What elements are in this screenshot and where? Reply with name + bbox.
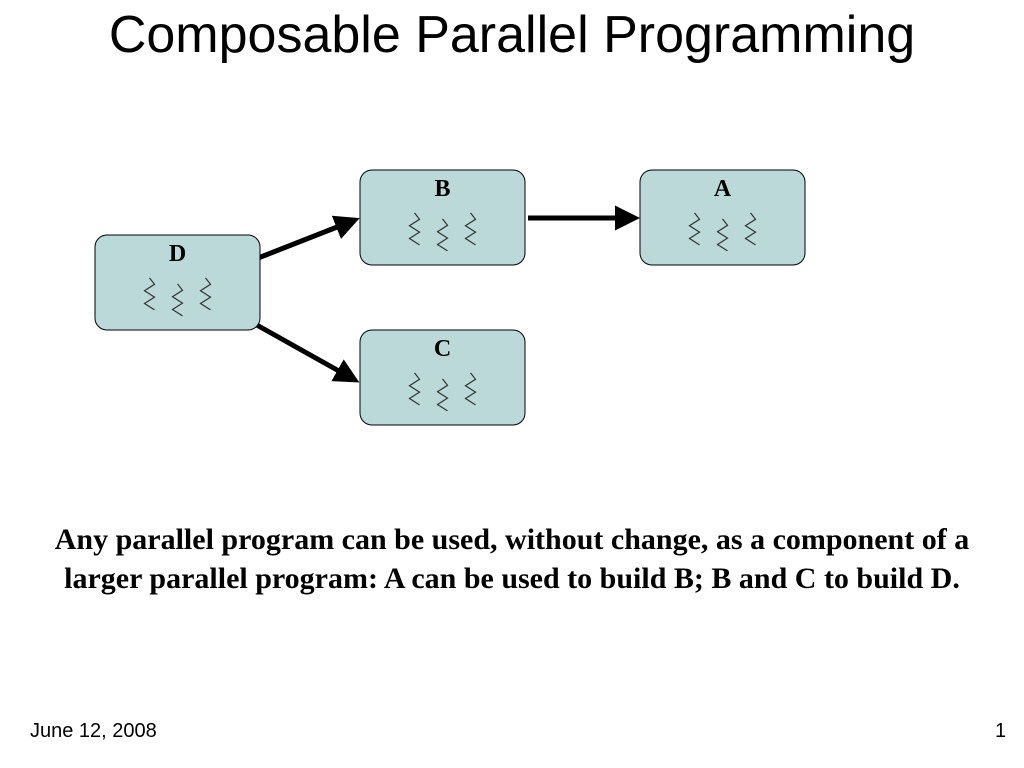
node-label-B: B <box>434 176 450 202</box>
node-label-A: A <box>714 176 732 202</box>
footer-page-number: 1 <box>995 720 1006 743</box>
node-diagram: D B A C <box>0 0 1024 768</box>
node-label-C: C <box>434 336 451 362</box>
edge-D-B <box>248 220 355 262</box>
node-B: B <box>360 170 525 265</box>
caption-text: Any parallel program can be used, withou… <box>50 520 974 598</box>
node-A: A <box>640 170 805 265</box>
node-C: C <box>360 330 525 425</box>
footer-date: June 12, 2008 <box>30 720 157 743</box>
node-label-D: D <box>169 241 186 267</box>
node-D: D <box>95 235 260 330</box>
